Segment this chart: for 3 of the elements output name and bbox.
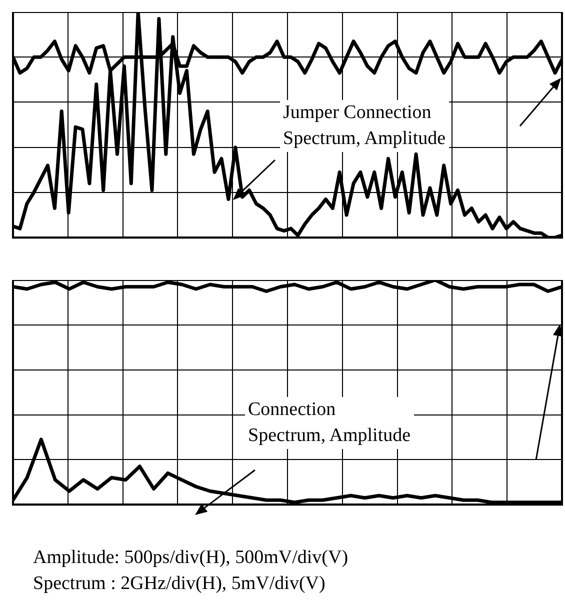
annotation: Jumper Connection Spectrum, Amplitude — [280, 100, 449, 152]
text: Amplitude: 500ps/div(H), 500mV/div(V) Spectrum : 2GHz/div(H), 5mV/div(V) — [30, 545, 352, 597]
annotation: Connection Spectrum, Amplitude — [245, 397, 414, 449]
